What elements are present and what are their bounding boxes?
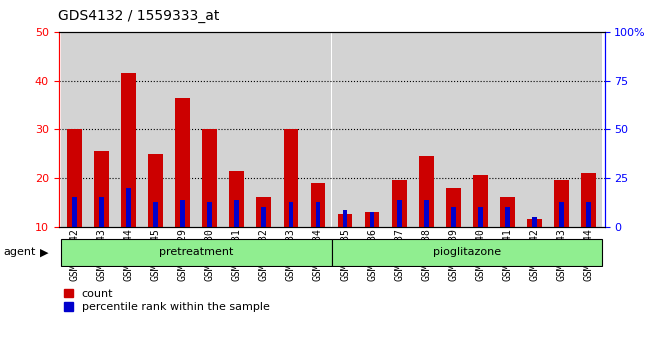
- Text: GDS4132 / 1559333_at: GDS4132 / 1559333_at: [58, 9, 220, 23]
- Bar: [500, 198, 515, 227]
- Bar: [207, 202, 213, 227]
- Bar: [315, 202, 320, 227]
- Bar: [450, 207, 456, 227]
- Bar: [332, 32, 359, 227]
- Bar: [68, 129, 82, 227]
- Bar: [424, 200, 428, 227]
- Bar: [385, 32, 413, 227]
- Bar: [575, 32, 602, 227]
- Bar: [289, 202, 293, 227]
- Bar: [148, 154, 163, 227]
- Bar: [343, 210, 348, 227]
- Bar: [283, 129, 298, 227]
- Bar: [181, 200, 185, 227]
- Bar: [304, 32, 332, 227]
- Bar: [505, 207, 510, 227]
- Text: agent: agent: [3, 247, 36, 257]
- Text: pretreatment: pretreatment: [159, 247, 233, 257]
- Bar: [392, 180, 406, 227]
- Bar: [196, 32, 224, 227]
- Bar: [261, 207, 266, 227]
- Bar: [473, 176, 488, 227]
- Bar: [586, 202, 591, 227]
- Bar: [126, 188, 131, 227]
- Bar: [548, 32, 575, 227]
- Bar: [94, 151, 109, 227]
- Bar: [559, 202, 564, 227]
- Bar: [115, 32, 142, 227]
- Bar: [581, 173, 595, 227]
- Bar: [396, 200, 402, 227]
- Bar: [478, 207, 482, 227]
- Bar: [99, 198, 104, 227]
- Bar: [532, 217, 537, 227]
- Bar: [365, 212, 380, 227]
- Bar: [413, 32, 439, 227]
- Bar: [142, 32, 169, 227]
- Bar: [337, 215, 352, 227]
- Bar: [278, 32, 304, 227]
- Legend: count, percentile rank within the sample: count, percentile rank within the sample: [64, 289, 270, 312]
- Bar: [494, 32, 521, 227]
- FancyBboxPatch shape: [332, 239, 602, 266]
- Bar: [554, 180, 569, 227]
- Bar: [419, 156, 434, 227]
- Bar: [229, 171, 244, 227]
- Bar: [359, 32, 385, 227]
- Bar: [311, 183, 326, 227]
- Bar: [72, 198, 77, 227]
- Bar: [467, 32, 494, 227]
- Bar: [250, 32, 278, 227]
- Text: pioglitazone: pioglitazone: [433, 247, 500, 257]
- Bar: [257, 198, 271, 227]
- Bar: [169, 32, 196, 227]
- Bar: [88, 32, 115, 227]
- Text: ▶: ▶: [40, 247, 49, 257]
- Bar: [202, 129, 217, 227]
- Bar: [153, 202, 158, 227]
- FancyBboxPatch shape: [61, 239, 332, 266]
- Bar: [521, 32, 548, 227]
- Bar: [370, 212, 374, 227]
- Bar: [176, 98, 190, 227]
- Bar: [61, 32, 88, 227]
- Bar: [526, 219, 541, 227]
- Bar: [235, 200, 239, 227]
- Bar: [224, 32, 250, 227]
- Bar: [122, 73, 136, 227]
- Bar: [439, 32, 467, 227]
- Bar: [446, 188, 461, 227]
